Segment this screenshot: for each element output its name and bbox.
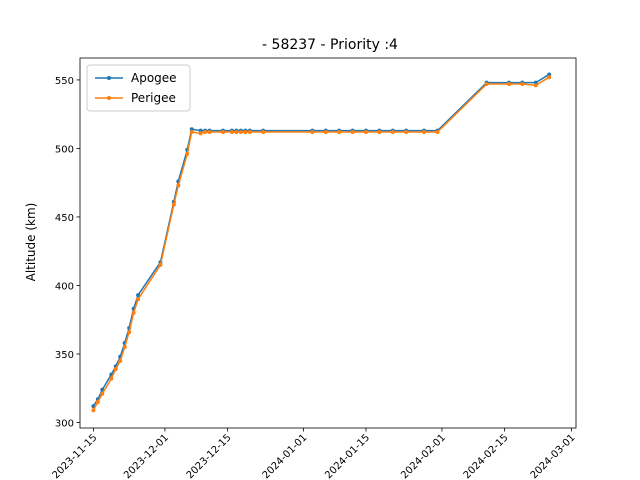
perigee-point: [404, 130, 409, 134]
perigee-point: [122, 345, 127, 350]
perigee-point: [422, 130, 427, 134]
perigee-point: [547, 75, 552, 80]
perigee-point: [95, 399, 100, 404]
perigee-point: [247, 130, 252, 134]
perigee-point: [131, 310, 136, 315]
perigee-point: [261, 130, 266, 134]
perigee-point: [127, 330, 132, 335]
perigee-point: [234, 130, 239, 134]
y-tick-label: 400: [55, 281, 74, 292]
plot-frame: [79, 57, 577, 429]
apogee-line: [92, 73, 550, 407]
perigee-point: [118, 358, 123, 363]
perigee-point: [337, 130, 342, 134]
perigee-point: [520, 82, 525, 87]
apogee-point: [198, 128, 203, 133]
perigee-point: [350, 130, 355, 134]
perigee-point: [238, 130, 243, 134]
perigee-point: [185, 151, 190, 156]
legend-apogee-label: Apogee: [131, 71, 177, 85]
perigee-point: [109, 376, 114, 381]
perigee-point: [198, 131, 203, 136]
perigee-point: [435, 130, 440, 134]
apogee-point: [189, 127, 194, 132]
perigee-point: [176, 183, 181, 188]
perigee-point: [323, 130, 328, 134]
legend-perigee-marker: [107, 96, 111, 100]
perigee-point: [220, 130, 225, 134]
legend-apogee-marker: [107, 76, 111, 80]
perigee-point: [100, 391, 105, 396]
series-layer: [91, 72, 552, 413]
y-tick-label: 550: [55, 76, 74, 87]
y-tick-label: 350: [55, 350, 74, 361]
perigee-point: [207, 130, 212, 134]
perigee-point: [506, 82, 511, 87]
legend-perigee-label: Perigee: [131, 91, 176, 105]
apogee-point: [533, 80, 538, 85]
perigee-point: [91, 408, 96, 413]
perigee-point: [484, 82, 489, 87]
apogee-point: [136, 293, 141, 298]
perigee-point: [171, 202, 176, 207]
y-tick-label: 300: [55, 419, 74, 430]
perigee-line: [92, 76, 550, 411]
legend-box: [86, 64, 191, 112]
perigee-point: [189, 130, 194, 134]
perigee-point: [243, 130, 248, 134]
legend: Apogee Perigee: [86, 64, 191, 112]
perigee-point: [203, 130, 208, 134]
perigee-point: [229, 130, 234, 134]
perigee-point: [310, 130, 315, 134]
y-axis-label: Altitude (km): [24, 203, 38, 282]
perigee-point: [113, 367, 118, 372]
perigee-point: [377, 130, 382, 134]
apogee-point: [547, 72, 552, 77]
y-tick-label: 500: [55, 144, 74, 155]
perigee-point: [390, 130, 395, 134]
chart-title: - 58237 - Priority :4: [262, 37, 398, 53]
perigee-point: [158, 262, 163, 267]
perigee-point: [363, 130, 368, 134]
perigee-point: [136, 297, 141, 302]
perigee-point: [533, 83, 538, 88]
y-tick-label: 450: [55, 213, 74, 224]
